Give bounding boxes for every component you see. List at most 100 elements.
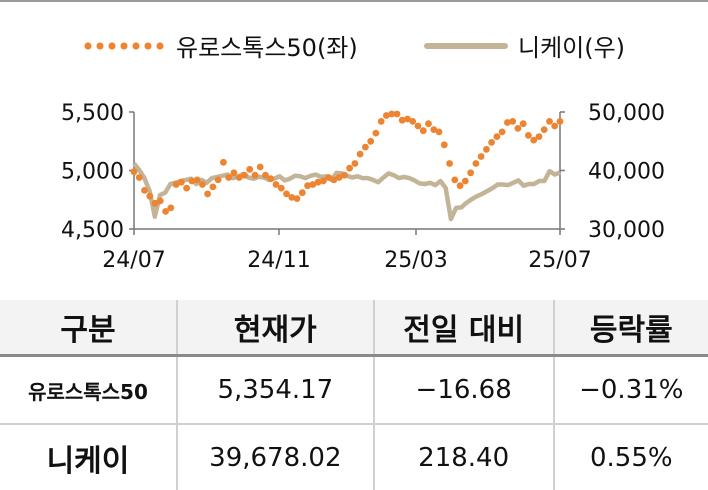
legend-swatch-dotted bbox=[82, 40, 166, 51]
eurostoxx-point bbox=[509, 118, 517, 125]
legend-item-eurostoxx: 유로스톡스50(좌) bbox=[82, 28, 358, 63]
eurostoxx-point bbox=[341, 171, 348, 179]
eurostoxx-point bbox=[377, 118, 385, 125]
row-pct: 0.55% bbox=[552, 424, 708, 490]
eurostoxx-point bbox=[551, 122, 559, 130]
eurostoxx-point bbox=[262, 171, 269, 179]
row-change: −16.68 bbox=[372, 354, 554, 426]
eurostoxx-point bbox=[467, 169, 474, 177]
eurostoxx-point bbox=[293, 195, 301, 203]
nikkei-line bbox=[132, 162, 561, 222]
eurostoxx-point bbox=[199, 181, 206, 188]
legend: 유로스톡스50(좌) 니케이(우) bbox=[0, 28, 708, 68]
line-chart: 5,500 5,000 4,500 50,000 40,000 30,000 24/07 24… bbox=[61, 101, 665, 273]
eurostoxx-point bbox=[498, 128, 506, 136]
eurostoxx-point bbox=[483, 146, 490, 153]
header-pct: 등락률 bbox=[552, 300, 708, 356]
eurostoxx-point bbox=[414, 122, 422, 130]
table-row: 니케이 39,678.02 218.40 0.55% bbox=[0, 424, 708, 490]
table-header-row: 구분 현재가 전일 대비 등락률 bbox=[0, 300, 708, 356]
eurostoxx-point bbox=[367, 137, 375, 145]
eurostoxx-point bbox=[440, 141, 448, 149]
row-change: 218.40 bbox=[372, 424, 554, 490]
eurostoxx-point bbox=[309, 181, 317, 188]
eurostoxx-point bbox=[141, 187, 148, 194]
row-name: 유로스톡스50 bbox=[0, 354, 177, 426]
y-right-tick-label: 40,000 bbox=[588, 160, 665, 185]
eurostoxx-point bbox=[519, 120, 527, 128]
header-price: 현재가 bbox=[175, 300, 374, 356]
eurostoxx-point bbox=[356, 150, 364, 158]
eurostoxx-point bbox=[283, 190, 290, 198]
eurostoxx-point bbox=[388, 110, 396, 118]
chart-area: 유로스톡스50(좌) 니케이(우) 5,500 5,000 4,500 50,000 4… bbox=[0, 28, 708, 273]
eurostoxx-point bbox=[246, 165, 254, 173]
y-left-tick-label: 5,000 bbox=[61, 160, 124, 185]
eurostoxx-point bbox=[151, 199, 159, 207]
series-eurostoxx bbox=[130, 110, 564, 215]
eurostoxx-point bbox=[456, 182, 464, 190]
row-price: 5,354.17 bbox=[175, 354, 374, 426]
eurostoxx-point bbox=[493, 133, 501, 141]
eurostoxx-point bbox=[220, 158, 227, 166]
eurostoxx-point bbox=[335, 174, 343, 181]
eurostoxx-point bbox=[146, 192, 154, 200]
eurostoxx-point bbox=[504, 119, 511, 126]
row-pct: −0.31% bbox=[552, 354, 708, 426]
eurostoxx-point bbox=[177, 178, 185, 186]
eurostoxx-point bbox=[477, 153, 485, 160]
eurostoxx-point bbox=[188, 177, 196, 185]
header-change: 전일 대비 bbox=[372, 300, 554, 356]
eurostoxx-point bbox=[419, 127, 427, 135]
header-category: 구분 bbox=[60, 313, 116, 349]
eurostoxx-point bbox=[383, 112, 390, 119]
eurostoxx-point bbox=[162, 208, 170, 215]
x-tick-label: 25/03 bbox=[384, 248, 447, 273]
y-right-tick-label: 50,000 bbox=[588, 101, 665, 126]
eurostoxx-point bbox=[430, 126, 438, 133]
row-name: 니케이 bbox=[46, 443, 130, 479]
eurostoxx-point bbox=[193, 176, 201, 184]
axes bbox=[129, 111, 565, 235]
eurostoxx-point bbox=[540, 126, 548, 133]
x-tick-label: 24/07 bbox=[102, 248, 165, 273]
tick-labels: 5,500 5,000 4,500 50,000 40,000 30,000 24/07 24… bbox=[61, 101, 665, 273]
eurostoxx-point bbox=[346, 164, 353, 172]
eurostoxx-point bbox=[535, 133, 543, 141]
eurostoxx-point bbox=[209, 183, 217, 191]
x-tick-label: 25/07 bbox=[528, 248, 591, 273]
eurostoxx-point bbox=[267, 175, 275, 183]
legend-swatch-solid bbox=[424, 42, 508, 49]
eurostoxx-point bbox=[514, 124, 522, 132]
eurostoxx-point bbox=[172, 181, 180, 188]
eurostoxx-point bbox=[314, 178, 322, 186]
eurostoxx-point bbox=[351, 160, 359, 167]
eurostoxx-point bbox=[398, 116, 406, 124]
eurostoxx-point bbox=[556, 118, 564, 125]
eurostoxx-point bbox=[451, 176, 459, 184]
eurostoxx-point bbox=[325, 174, 332, 181]
eurostoxx-point bbox=[256, 163, 264, 171]
y-left-tick-label: 4,500 bbox=[61, 218, 124, 243]
eurostoxx-point bbox=[230, 169, 238, 177]
x-tick-label: 24/11 bbox=[247, 248, 310, 273]
eurostoxx-point bbox=[183, 184, 191, 192]
eurostoxx-point bbox=[225, 174, 233, 181]
eurostoxx-point bbox=[288, 194, 296, 201]
eurostoxx-point bbox=[446, 160, 453, 167]
eurostoxx-point bbox=[488, 139, 495, 146]
eurostoxx-point bbox=[530, 136, 538, 144]
eurostoxx-point bbox=[251, 171, 259, 179]
eurostoxx-point bbox=[404, 115, 411, 123]
eurostoxx-point bbox=[425, 120, 432, 128]
index-table: 구분 현재가 전일 대비 등락률 유로스톡스50 5,354.17 −16.68… bbox=[0, 300, 708, 490]
eurostoxx-point bbox=[372, 129, 380, 137]
eurostoxx-point bbox=[304, 182, 311, 190]
legend-label-eurostoxx: 유로스톡스50(좌) bbox=[176, 34, 358, 62]
eurostoxx-point bbox=[241, 171, 248, 179]
eurostoxx-point bbox=[277, 184, 285, 192]
eurostoxx-point bbox=[156, 197, 164, 205]
series-nikkei bbox=[132, 162, 561, 222]
eurostoxx-point bbox=[204, 190, 212, 198]
eurostoxx-point bbox=[435, 128, 443, 136]
